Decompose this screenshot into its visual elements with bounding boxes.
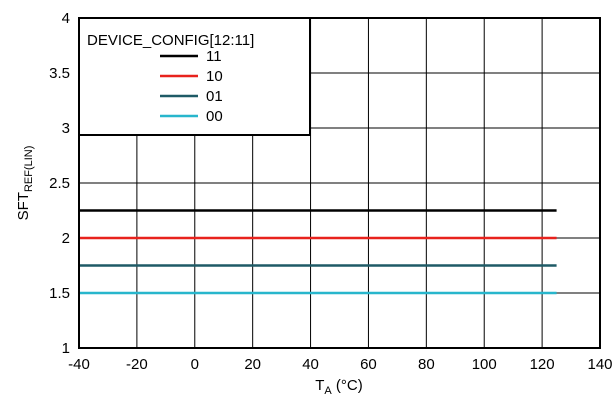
y-tick-label: 1: [62, 340, 70, 357]
y-tick-label: 1.5: [49, 285, 70, 302]
x-tick-label: 20: [244, 356, 261, 373]
legend-label-10: 10: [206, 68, 223, 85]
y-axis-title-sub: REF(LIN): [23, 146, 35, 192]
legend-label-01: 01: [206, 88, 223, 105]
x-tick-label: 0: [191, 356, 199, 373]
y-tick-label: 4: [62, 10, 70, 27]
x-tick-label: 120: [530, 356, 555, 373]
x-tick-label: -40: [68, 356, 90, 373]
y-tick-label: 2.5: [49, 175, 70, 192]
x-axis-title-main: T: [315, 377, 324, 394]
x-tick-label: 100: [472, 356, 497, 373]
y-axis-title-main: SFT: [15, 192, 32, 220]
y-tick-label: 3.5: [49, 65, 70, 82]
y-tick-label: 2: [62, 230, 70, 247]
series-lines: [79, 209, 557, 295]
x-tick-labels: -40 -20 0 20 40 60 80 100 120 140: [68, 356, 612, 373]
y-tick-label: 3: [62, 120, 70, 137]
x-axis-title-unit: (°C): [332, 377, 363, 394]
y-tick-labels: 1 1.5 2 2.5 3 3.5 4: [49, 10, 70, 357]
y-axis-title: SFTREF(LIN): [15, 146, 35, 221]
legend: DEVICE_CONFIG[12:11] 11 10 01 00: [78, 17, 311, 136]
x-tick-label: 140: [587, 356, 612, 373]
x-tick-label: 80: [418, 356, 435, 373]
x-tick-label: 60: [360, 356, 377, 373]
x-tick-label: 40: [302, 356, 319, 373]
x-axis-title: TA (°C): [315, 377, 363, 397]
legend-label-11: 11: [206, 48, 222, 65]
legend-label-00: 00: [206, 108, 223, 125]
x-tick-label: -20: [126, 356, 148, 373]
x-axis-title-sub: A: [324, 385, 332, 397]
legend-title: DEVICE_CONFIG[12:11]: [87, 32, 254, 49]
plot-frame: [78, 17, 601, 349]
